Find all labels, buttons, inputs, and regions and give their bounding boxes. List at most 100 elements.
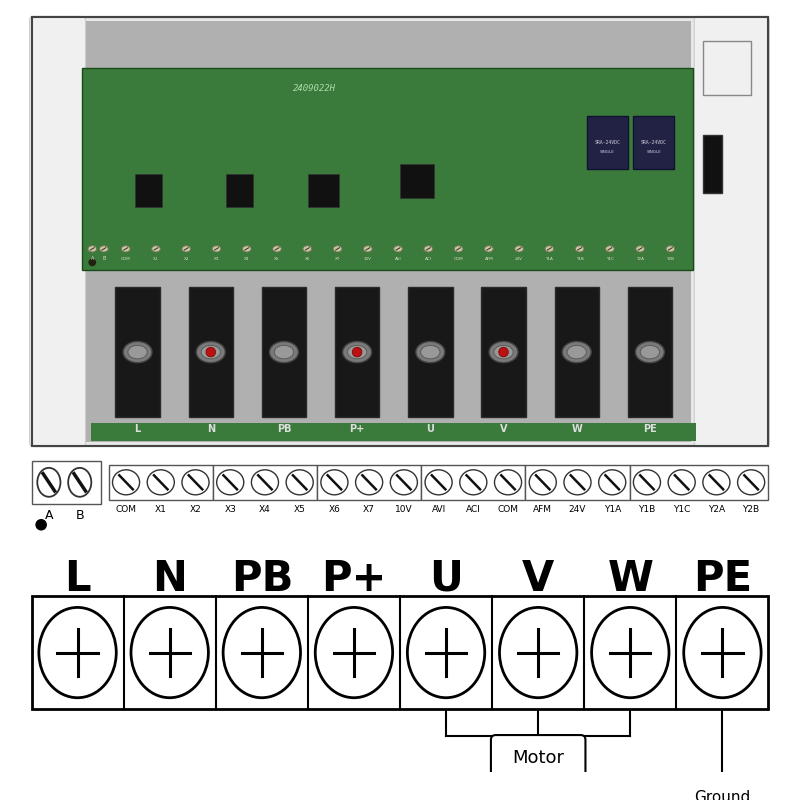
Text: Y1C: Y1C [606,257,614,261]
Ellipse shape [286,470,314,495]
Bar [422,465,526,500]
Text: X5: X5 [274,257,280,261]
Ellipse shape [251,470,278,495]
Text: A: A [90,256,94,261]
Bar [408,287,453,417]
Text: V: V [522,558,554,600]
Ellipse shape [636,246,645,252]
Text: 10V: 10V [395,505,413,514]
Bar [400,164,434,198]
Ellipse shape [196,342,226,362]
Ellipse shape [270,342,298,362]
Ellipse shape [460,470,487,495]
Text: AVI: AVI [431,505,446,514]
Ellipse shape [494,346,513,359]
Text: COM: COM [454,257,463,261]
Ellipse shape [416,342,445,362]
Ellipse shape [182,470,209,495]
Ellipse shape [128,346,147,359]
Ellipse shape [273,246,282,252]
Text: AVI: AVI [394,257,402,261]
Text: SINGLE: SINGLE [600,150,615,154]
Text: B: B [102,256,106,261]
Text: N: N [152,558,187,600]
Bar [226,174,254,207]
Text: P+: P+ [322,558,386,600]
Text: Y1C: Y1C [673,505,690,514]
Bar [317,465,422,500]
Bar [31,18,769,446]
Text: 24V: 24V [569,505,586,514]
Text: X4: X4 [259,505,271,514]
Ellipse shape [274,346,294,359]
Bar [80,27,691,75]
Text: PB: PB [277,424,291,434]
Bar [31,18,769,446]
Text: 2409022H: 2409022H [293,84,335,94]
Ellipse shape [131,607,208,698]
Ellipse shape [39,607,116,698]
Text: X5: X5 [294,505,306,514]
Text: Y1B: Y1B [576,257,583,261]
Bar [526,465,630,500]
Text: SINGLE: SINGLE [646,150,661,154]
Bar [701,22,766,442]
Text: SRA-24VDC: SRA-24VDC [641,140,666,146]
Ellipse shape [122,246,130,252]
Text: PE: PE [643,424,657,434]
Text: X1: X1 [155,505,166,514]
Ellipse shape [68,468,91,497]
Bar [628,287,672,417]
Ellipse shape [334,246,342,252]
Ellipse shape [564,470,591,495]
Ellipse shape [606,246,614,252]
Ellipse shape [217,470,244,495]
Ellipse shape [494,470,522,495]
Text: X6: X6 [305,257,310,261]
Text: X7: X7 [335,257,340,261]
Text: Y1B: Y1B [638,505,655,514]
Text: X6: X6 [329,505,340,514]
Ellipse shape [363,246,372,252]
Bar [31,461,101,503]
Bar [91,423,696,441]
Ellipse shape [454,246,463,252]
Ellipse shape [99,246,108,252]
Text: X4: X4 [244,257,250,261]
Text: 10V: 10V [364,257,372,261]
Ellipse shape [598,470,626,495]
Ellipse shape [355,470,382,495]
Bar [82,67,694,270]
Text: 24V: 24V [515,257,523,261]
Text: W: W [607,558,654,600]
Bar [262,287,306,417]
FancyBboxPatch shape [30,16,86,446]
Ellipse shape [567,346,586,359]
Ellipse shape [635,342,664,362]
Ellipse shape [201,346,220,359]
Ellipse shape [390,470,418,495]
Text: COM: COM [115,505,137,514]
Bar [308,174,339,207]
Text: X3: X3 [214,257,219,261]
Ellipse shape [88,246,97,252]
Ellipse shape [212,246,221,252]
Bar [482,287,526,417]
Ellipse shape [303,246,312,252]
Ellipse shape [223,607,301,698]
Text: ACI: ACI [425,257,432,261]
Ellipse shape [347,346,366,359]
Ellipse shape [703,470,730,495]
Ellipse shape [640,346,659,359]
Text: B: B [75,509,84,522]
Ellipse shape [38,468,61,497]
Text: AFM: AFM [485,257,494,261]
Ellipse shape [514,246,523,252]
Ellipse shape [421,346,440,359]
Bar [587,116,628,169]
Text: PE: PE [693,558,752,600]
Text: Motor: Motor [512,750,564,767]
Circle shape [35,519,47,530]
Ellipse shape [152,246,160,252]
Ellipse shape [394,246,402,252]
